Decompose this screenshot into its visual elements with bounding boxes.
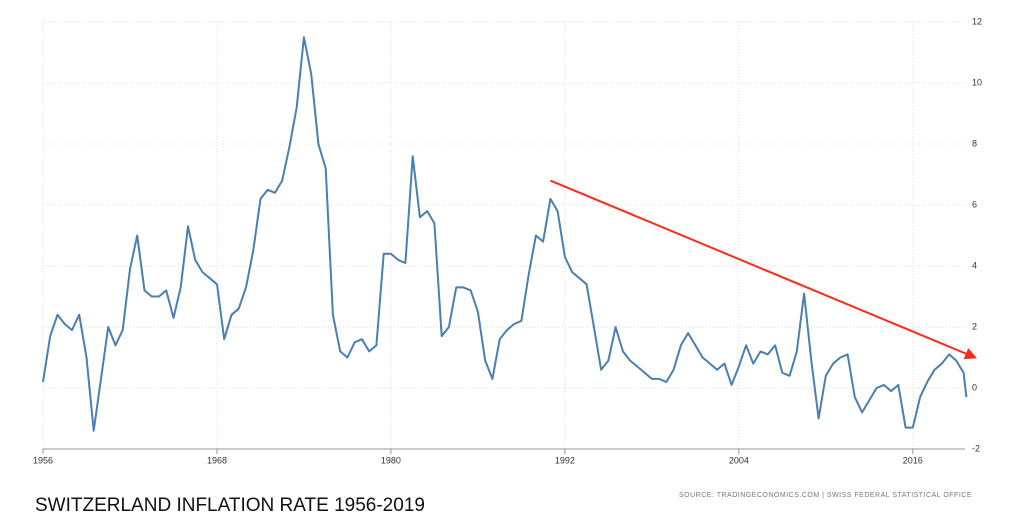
x-tick-label: 1992 [555,455,575,465]
y-tick-label: -2 [972,443,980,453]
x-tick-label: 2016 [903,455,923,465]
chart-title: SWITZERLAND INFLATION RATE 1956-2019 [35,495,425,516]
x-tick-label: 1980 [381,455,401,465]
y-tick-label: 6 [972,199,977,209]
x-tick-label: 2004 [729,455,749,465]
y-tick-label: 2 [972,321,977,331]
trend-line [550,179,977,360]
x-tick-label: 1956 [33,455,53,465]
y-tick-label: 8 [972,138,977,148]
y-tick-label: 4 [972,260,977,270]
y-tick-label: 12 [972,16,982,26]
source-note: SOURCE: TRADINGECONOMICS.COM | SWISS FED… [679,492,972,499]
x-tick-label: 1968 [207,455,227,465]
data-line [42,36,968,432]
y-tick-label: 0 [972,382,977,392]
y-tick-label: 10 [972,77,982,87]
